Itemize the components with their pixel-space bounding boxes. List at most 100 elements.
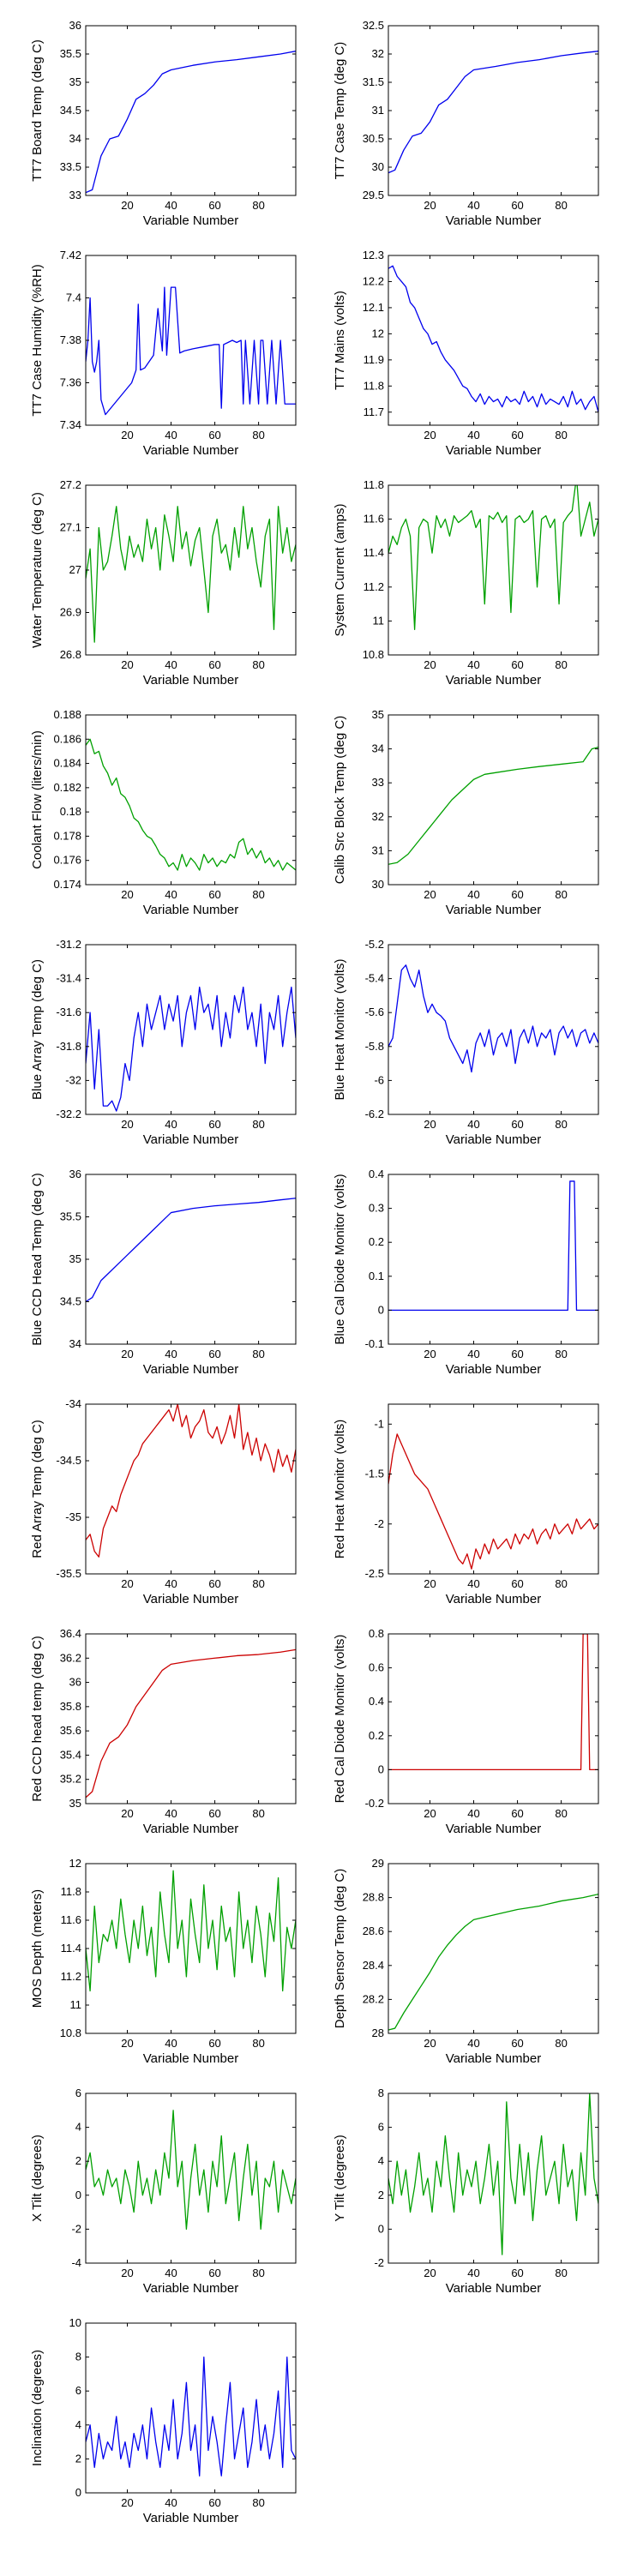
- y-tick-label: -5.8: [365, 1040, 384, 1053]
- x-tick-label: 40: [467, 1577, 479, 1590]
- y-tick-label: 35.5: [60, 1210, 81, 1223]
- y-tick-label: -1.5: [365, 1468, 384, 1480]
- y-tick-label: -0.2: [365, 1797, 384, 1810]
- y-axis-label: Red Heat Monitor (volts): [333, 1420, 347, 1559]
- x-axis-label: Variable Number: [143, 1592, 238, 1606]
- plot-frame: [388, 2093, 599, 2264]
- y-tick-label: 29.5: [363, 189, 384, 201]
- y-tick-label: 34.5: [60, 104, 81, 117]
- series-line: [388, 485, 598, 630]
- x-tick-label: 60: [208, 1807, 220, 1820]
- y-tick-label: 11.8: [364, 478, 384, 491]
- y-tick-label: 0.2: [369, 1729, 384, 1742]
- y-tick-label: 0: [378, 2222, 384, 2235]
- x-tick-label: 20: [424, 2267, 436, 2279]
- series-line: [388, 51, 598, 174]
- x-tick-label: 60: [511, 1348, 523, 1360]
- x-tick-label: 80: [555, 1577, 567, 1590]
- series-line: [388, 1180, 598, 1312]
- x-tick-label: 40: [467, 1118, 479, 1131]
- y-tick-label: 31.5: [363, 75, 384, 88]
- y-tick-label: -35: [65, 1510, 81, 1523]
- x-tick-label: 20: [424, 429, 436, 441]
- x-tick-label: 20: [121, 2037, 133, 2050]
- y-tick-label: 10.8: [363, 648, 384, 661]
- y-tick-label: 35.2: [60, 1773, 81, 1786]
- x-tick-label: 60: [511, 1118, 523, 1131]
- y-tick-label: 28.4: [363, 1959, 384, 1972]
- y-tick-label: 35: [69, 1797, 81, 1810]
- plot-frame: [85, 2093, 297, 2264]
- x-tick-label: 40: [165, 2267, 177, 2279]
- y-tick-label: 0: [75, 2189, 81, 2201]
- chart-panel-5: 20 40 60 80 26.8 26.9 27 27.1 27.2 Variable Numbe…: [30, 478, 297, 688]
- chart-panel-14: 20 40 60 80 -2.5 -2 -1.5 -1 Variable Number Red H…: [333, 1403, 599, 1606]
- y-tick-label: 31: [372, 104, 384, 117]
- y-tick-label: 31: [372, 844, 384, 856]
- chart-panel-16: 20 40 60 80 -0.2 0 0.2 0.4 0.6 0.8 Variable Number…: [333, 1627, 599, 1836]
- x-tick-label: 80: [555, 658, 567, 671]
- x-axis-label: Variable Number: [446, 443, 541, 458]
- y-axis-label: Depth Sensor Temp (deg C): [333, 1869, 347, 2028]
- x-axis-label: Variable Number: [143, 673, 238, 688]
- chart-panel-11: 20 40 60 80 34 34.5 35 35.5 36 Variable Number Blu…: [30, 1168, 297, 1377]
- y-tick-label: -31.4: [56, 972, 81, 985]
- y-tick-label: 8: [75, 2351, 81, 2363]
- y-tick-label: 27.1: [60, 521, 81, 534]
- y-tick-label: 30: [372, 160, 384, 173]
- x-axis-label: Variable Number: [143, 2281, 238, 2296]
- x-tick-label: 60: [511, 2267, 523, 2279]
- y-tick-label: 7.42: [60, 249, 81, 261]
- x-tick-label: 80: [252, 2037, 264, 2050]
- x-tick-label: 80: [555, 888, 567, 901]
- plot-frame: [388, 1863, 599, 2034]
- y-tick-label: 11.4: [61, 1942, 81, 1955]
- plot-frame: [388, 714, 599, 886]
- y-tick-label: 7.4: [66, 291, 81, 304]
- y-tick-label: -31.8: [56, 1040, 81, 1053]
- y-tick-label: 4: [378, 2154, 384, 2167]
- x-tick-label: 80: [252, 2267, 264, 2279]
- series-line: [388, 746, 598, 865]
- series-line: [388, 1634, 598, 1771]
- x-tick-label: 20: [121, 199, 133, 212]
- x-axis-label: Variable Number: [143, 1132, 238, 1147]
- y-tick-label: -34.5: [56, 1454, 81, 1467]
- y-axis-label: Calib Src Block Temp (deg C): [333, 716, 347, 884]
- x-axis-label: Variable Number: [446, 1592, 541, 1606]
- y-tick-label: 11.4: [364, 546, 384, 559]
- x-axis-label: Variable Number: [143, 443, 238, 458]
- plot-frame: [388, 1633, 599, 1804]
- x-tick-label: 40: [165, 199, 177, 212]
- plot-frame: [388, 1174, 599, 1345]
- plot-frame: [85, 714, 297, 886]
- x-tick-label: 40: [467, 888, 479, 901]
- x-tick-label: 80: [555, 2037, 567, 2050]
- y-tick-label: 34.5: [60, 1295, 81, 1308]
- y-axis-label: Y Tilt (degrees): [333, 2135, 347, 2221]
- y-tick-label: 36.2: [60, 1651, 81, 1664]
- x-tick-label: 20: [424, 1807, 436, 1820]
- y-tick-label: 26.9: [60, 606, 81, 619]
- x-tick-label: 40: [467, 2267, 479, 2279]
- y-axis-label: Blue CCD Head Temp (deg C): [30, 1173, 45, 1345]
- x-axis-label: Variable Number: [446, 903, 541, 917]
- x-tick-label: 20: [424, 199, 436, 212]
- x-tick-label: 20: [424, 1118, 436, 1131]
- x-tick-label: 20: [121, 1577, 133, 1590]
- series-line: [86, 51, 296, 194]
- x-tick-label: 60: [511, 1577, 523, 1590]
- series-line: [86, 506, 296, 643]
- y-tick-label: 0: [378, 1762, 384, 1775]
- y-axis-label: TT7 Case Humidity (%RH): [30, 264, 45, 417]
- y-tick-label: -2: [374, 2256, 384, 2269]
- y-tick-label: 0: [378, 1303, 384, 1316]
- chart-panel-17: 20 40 60 80 10.8 11 11.2 11.4 11.6 11.8 12 Variable…: [30, 1857, 297, 2066]
- y-tick-label: -6: [374, 1073, 384, 1086]
- x-tick-label: 60: [511, 199, 523, 212]
- y-tick-label: -32.2: [56, 1108, 81, 1120]
- chart-panel-1: 20 40 60 80 33 33.5 34 34.5 35 35.5 36 Variable Num…: [30, 19, 297, 228]
- x-tick-label: 80: [252, 199, 264, 212]
- chart-panel-15: 20 40 60 80 35 35.2 35.4 35.6 35.8 36 36.2 36.4 Vari…: [30, 1627, 297, 1836]
- plot-frame: [85, 1174, 297, 1345]
